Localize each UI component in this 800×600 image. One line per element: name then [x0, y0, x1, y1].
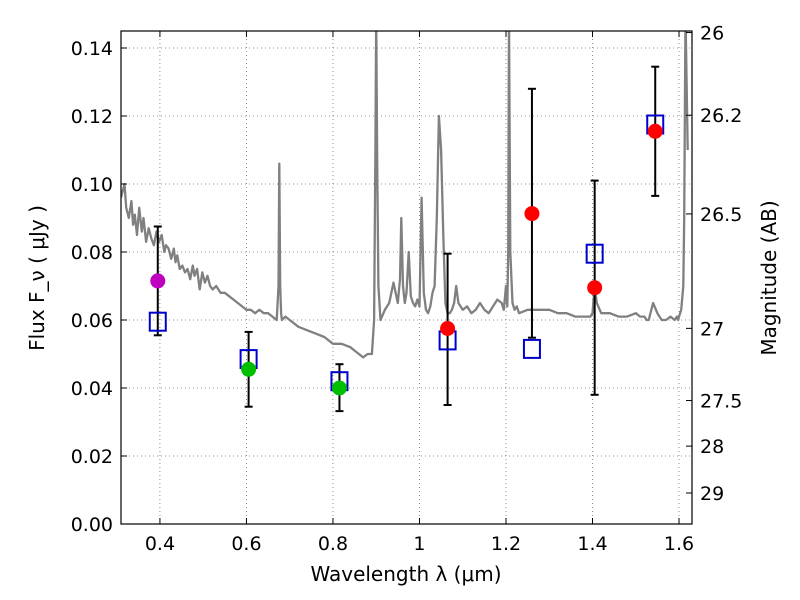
x-tick-label: 1.2 [491, 533, 521, 555]
mag-tick-label: 27 [700, 318, 724, 340]
observed-flux-point [440, 321, 456, 336]
tick-layer [121, 31, 692, 525]
y-tick-label: 0.12 [71, 106, 113, 128]
observed-flux-point [241, 361, 257, 377]
y-tick-label: 0.08 [71, 242, 113, 264]
observed-flux-point [587, 280, 603, 296]
mag-tick-label: 26 [700, 23, 724, 45]
y-axis-title: Flux F_ν ( μJy ) [25, 205, 49, 351]
y-tick-label: 0.04 [71, 378, 113, 400]
observed-flux-point [150, 273, 166, 289]
y-tick-label: 0.06 [71, 310, 113, 332]
tick-label-layer: 0.4 0.6 0.8 1 1.2 1.4 1.6 0.00 0.02 0.04 0.06 0.08 0… [71, 23, 743, 555]
y-tick-label: 0.02 [71, 446, 113, 468]
model-flux-square [522, 338, 541, 359]
y-tick-label: 0.10 [71, 174, 113, 196]
spectrum-layer [121, 31, 689, 359]
observed-flux-point [647, 123, 663, 139]
y-axis-right-title: Magnitude (AB) [757, 200, 781, 355]
x-tick-label: 0.8 [318, 533, 348, 555]
model-flux-square [585, 243, 604, 264]
y-tick-label: 0.00 [71, 514, 113, 536]
mag-tick-label: 29 [700, 483, 724, 505]
mag-tick-label: 26.5 [700, 204, 742, 226]
plot-frame [120, 30, 693, 525]
mag-tick-label: 26.2 [700, 105, 742, 127]
x-tick-label: 1.4 [577, 533, 607, 555]
x-tick-label: 0.4 [145, 533, 175, 555]
observed-flux-point [331, 380, 347, 396]
observed-flux-point [524, 206, 540, 222]
observed-point-layer [150, 123, 663, 396]
x-tick-label: 1.6 [664, 533, 694, 555]
y-tick-label: 0.14 [71, 38, 113, 60]
model-flux-square [148, 311, 167, 332]
sed-spectrum-line [121, 31, 689, 359]
mag-tick-label: 28 [700, 436, 724, 458]
x-tick-label: 1 [413, 533, 425, 555]
x-tick-label: 0.6 [231, 533, 261, 555]
mag-tick-label: 27.5 [700, 391, 742, 413]
x-axis-title: Wavelength λ (μm) [310, 562, 501, 586]
